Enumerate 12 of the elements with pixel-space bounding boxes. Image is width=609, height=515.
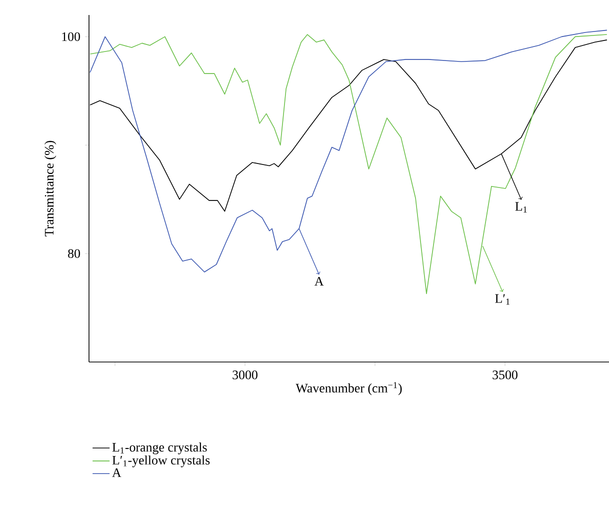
x-tick-label: 3000 bbox=[232, 370, 258, 380]
legend-label: L$_{1}$-orange crystals bbox=[112, 442, 207, 454]
y-axis-title: Transmittance (%) bbox=[44, 140, 56, 236]
legend-label: L′$_{1}$-yellow crystals bbox=[112, 455, 210, 468]
legend-label: A bbox=[112, 468, 122, 477]
x-axis-title: Wavenumber (cm$^{−1}$) bbox=[296, 382, 402, 396]
y-tick-label: 100 bbox=[62, 32, 80, 42]
x-tick-label: 3500 bbox=[492, 370, 518, 380]
annotation: L$_{1}$ bbox=[515, 202, 527, 212]
y-tick-label: 80 bbox=[68, 249, 80, 258]
annotation: L′$_{1}$ bbox=[495, 294, 510, 305]
annotation: A bbox=[314, 276, 324, 286]
